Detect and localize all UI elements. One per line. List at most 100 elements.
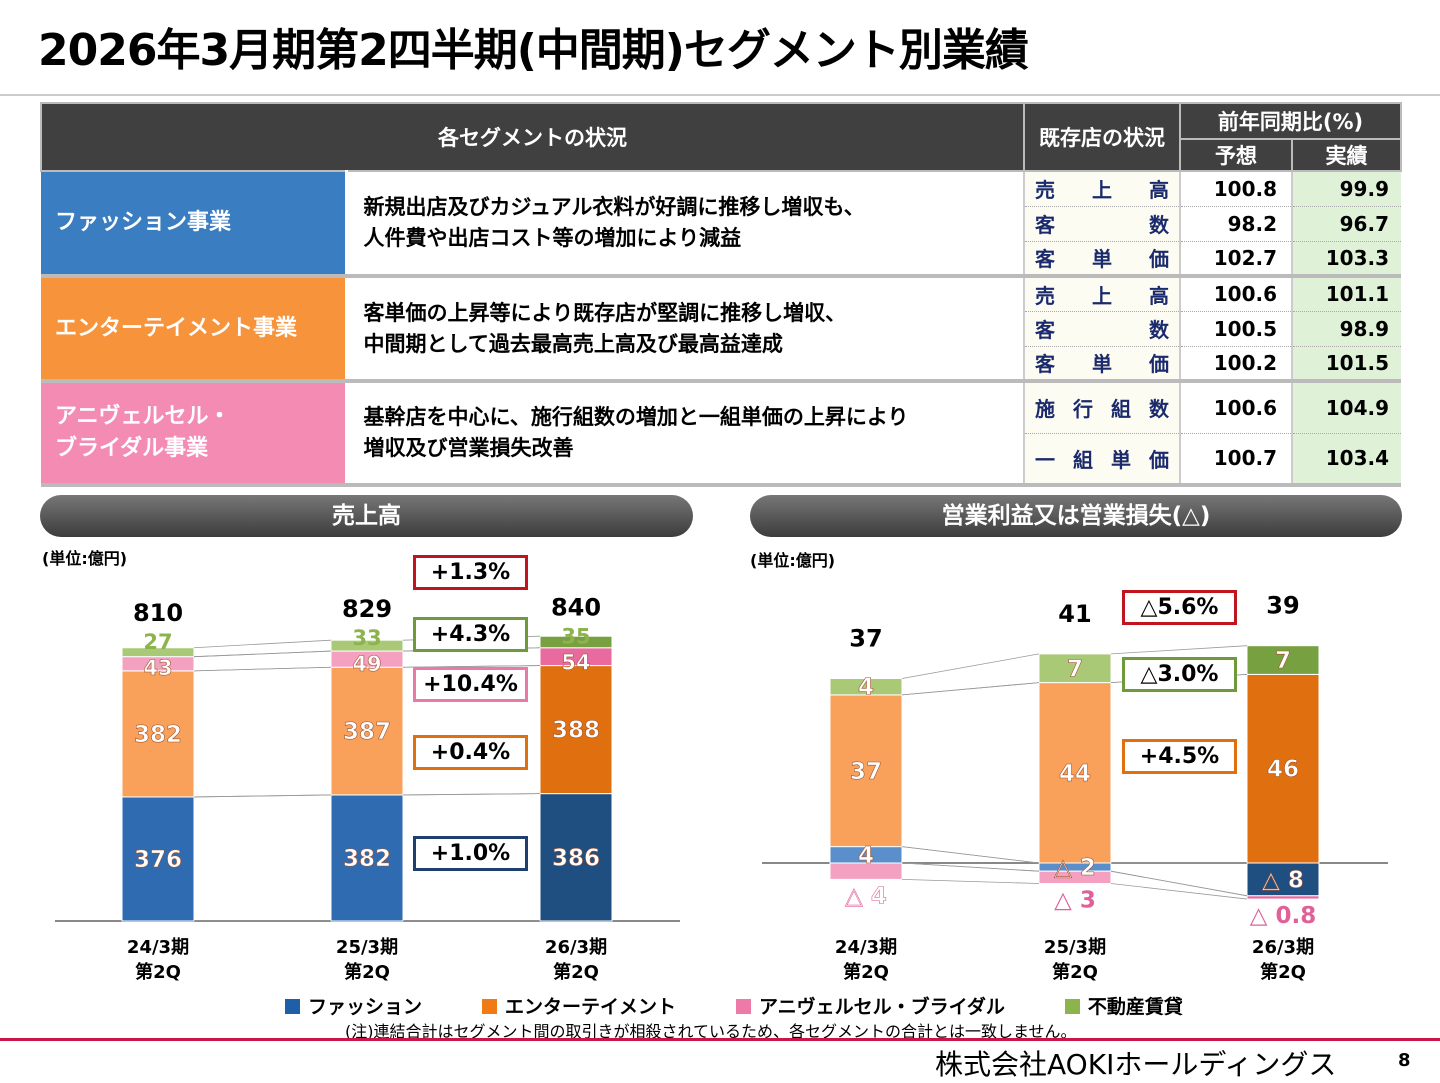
data-label: △ 8 — [1262, 867, 1304, 893]
metric-char: 売 — [1035, 178, 1055, 203]
title-divider — [0, 94, 1440, 96]
data-label: 49 — [352, 652, 381, 676]
metric-char: 高 — [1149, 178, 1169, 203]
data-label: 43 — [143, 656, 172, 680]
segment-status-table: 各セグメントの状況 既存店の状況 前年同期比(%) 予想 実績 ファッション事業… — [40, 102, 1402, 487]
actual-value: 103.3 — [1291, 241, 1401, 278]
data-label: 44 — [1059, 761, 1091, 787]
metric-label: 売上高 — [1023, 171, 1180, 207]
metric-char: 単 — [1092, 352, 1112, 377]
change-box: +0.4% — [413, 735, 528, 770]
bar-segment-2 — [829, 862, 903, 880]
sales-unit: (単位:億円) — [42, 549, 128, 568]
data-label: 7 — [1275, 648, 1291, 674]
data-label: 4 — [858, 843, 874, 869]
sales-chart-title: 売上高 — [40, 495, 693, 537]
x-tick-label: 25/3期 第2Q — [307, 935, 427, 985]
metric-char: 価 — [1149, 352, 1169, 377]
x-tick-line: 第2Q — [553, 962, 599, 983]
segment-name: エンターテイメント事業 — [41, 276, 346, 383]
connector-line — [901, 682, 1040, 696]
metric-char: 高 — [1149, 283, 1169, 308]
x-tick-line: 24/3期 — [834, 937, 898, 958]
data-label: 33 — [352, 626, 381, 650]
x-tick-label: 25/3期 第2Q — [1015, 935, 1135, 985]
forecast-value: 100.7 — [1179, 433, 1292, 487]
bar-segment-0 — [539, 793, 613, 922]
x-tick-line: 24/3期 — [126, 937, 190, 958]
total-label: 840 — [551, 594, 601, 622]
actual-value: 103.4 — [1291, 433, 1401, 487]
data-label: 37 — [850, 759, 882, 785]
x-tick-line: 第2Q — [344, 962, 390, 983]
header-actual: 実績 — [1291, 138, 1402, 172]
connector-line — [1110, 645, 1248, 655]
metric-char: 一 — [1035, 447, 1055, 472]
connector-line — [193, 650, 332, 658]
metric-char: 組 — [1073, 447, 1093, 472]
metric-label: 客数 — [1023, 206, 1180, 242]
change-box: +10.4% — [413, 667, 528, 702]
data-label: 387 — [343, 719, 391, 745]
metric-label: 一組単価 — [1023, 433, 1180, 487]
x-tick-line: 第2Q — [1052, 962, 1098, 983]
bar-segment-3 — [1246, 645, 1320, 675]
segment-description: 基幹店を中心に、施行組数の増加と一組単価の上昇により 増収及び営業損失改善 — [344, 381, 1024, 487]
forecast-value: 100.6 — [1179, 381, 1292, 434]
segment-name-line: ブライダル事業 — [55, 436, 209, 461]
connector-line — [402, 665, 541, 668]
metric-char: 売 — [1035, 283, 1055, 308]
segment-name-line: アニヴェルセル・ — [55, 404, 231, 429]
bar-segment-1 — [1246, 673, 1320, 864]
description-line: 人件費や出店コスト等の増加により減益 — [363, 226, 742, 250]
header-forecast: 予想 — [1179, 138, 1293, 172]
data-label: △ 0.8 — [1250, 903, 1316, 929]
forecast-value: 100.6 — [1179, 276, 1292, 312]
change-box: +1.0% — [413, 836, 528, 871]
data-label: 54 — [561, 651, 590, 675]
bar-segment-0 — [1246, 862, 1320, 897]
x-tick-label: 26/3期 第2Q — [1223, 935, 1343, 985]
legend-label: ファッション — [308, 996, 423, 1018]
metric-char: 単 — [1111, 447, 1131, 472]
actual-value: 96.7 — [1291, 206, 1401, 242]
metric-char: 価 — [1149, 447, 1169, 472]
legend-swatch — [285, 999, 300, 1014]
x-tick-label: 24/3期 第2Q — [806, 935, 926, 985]
data-label: 382 — [134, 722, 182, 748]
x-tick-line: 第2Q — [135, 962, 181, 983]
metric-char: 価 — [1149, 247, 1169, 272]
total-label: 39 — [1266, 592, 1299, 620]
total-change-box: +1.3% — [413, 555, 528, 590]
connector-line — [1110, 870, 1248, 897]
total-label: 810 — [133, 599, 183, 627]
footnote: (注)連結合計はセグメント間の取引きが相殺されているため、各セグメントの合計とは… — [345, 1022, 1077, 1041]
description-line: 新規出店及びカジュアル衣料が好調に推移し増収も、 — [363, 195, 865, 219]
legend-swatch — [1064, 999, 1080, 1014]
metric-label: 客単価 — [1023, 241, 1180, 278]
metric-char: 単 — [1092, 247, 1112, 272]
actual-value: 101.5 — [1291, 346, 1401, 383]
data-label: 382 — [343, 846, 391, 872]
header-status: 各セグメントの状況 — [40, 102, 1025, 172]
connector-line — [901, 879, 1040, 884]
metric-char: 数 — [1149, 397, 1169, 422]
bar-segment-1 — [539, 665, 613, 795]
legend-label: 不動産賃貸 — [1087, 996, 1183, 1018]
bar-segment-2 — [1246, 895, 1320, 900]
description-line: 中間期として過去最高売上高及び最高益達成 — [363, 331, 783, 356]
legend: ファッション エンターテイメント アニヴェルセル・ブライダル 不動産賃貸 — [285, 992, 1183, 1019]
data-label: 386 — [552, 845, 600, 871]
metric-char: 上 — [1092, 178, 1112, 203]
segment-name: アニヴェルセル・ ブライダル事業 — [41, 381, 346, 487]
bar-segment-3 — [829, 678, 903, 696]
total-label: 41 — [1058, 600, 1091, 628]
legend-swatch — [736, 999, 752, 1014]
connector-line — [193, 666, 332, 672]
connector-line — [402, 793, 541, 796]
total-label: 37 — [849, 625, 882, 653]
x-tick-line: 26/3期 — [544, 937, 608, 958]
legend-label: エンターテイメント — [505, 996, 677, 1018]
metric-char: 上 — [1092, 283, 1112, 308]
segment-name: ファッション事業 — [41, 171, 346, 278]
